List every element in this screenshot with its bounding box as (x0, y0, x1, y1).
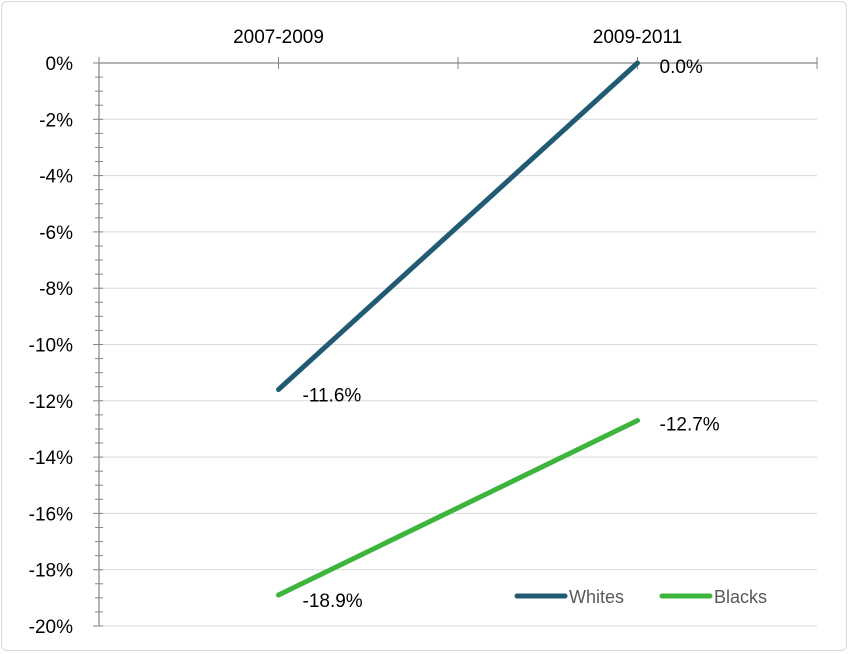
y-axis-ticks: 0% -2% -4% -6% -8% -10% -12% -14% -16% -18% -20% (29, 54, 103, 638)
data-label: -18.9% (303, 591, 363, 612)
series-lines (276, 60, 640, 598)
y-tick-label: -6% (39, 223, 73, 244)
y-tick-label: -20% (29, 617, 73, 638)
y-tick-label: -14% (29, 448, 73, 469)
data-label: -11.6% (303, 386, 362, 407)
y-tick-label: -16% (29, 504, 73, 525)
y-tick-label: -2% (39, 110, 73, 131)
y-tick-label: -8% (39, 279, 73, 300)
data-label: 0.0% (660, 57, 703, 78)
y-tick-label: 0% (46, 54, 74, 75)
series-line-blacks (276, 418, 640, 598)
y-tick-label: -12% (29, 392, 73, 413)
y-tick-label: -10% (29, 336, 73, 357)
y-tick-label: -18% (29, 561, 73, 582)
series-line-whites (276, 60, 640, 393)
gridlines (99, 118, 817, 627)
y-tick-label: -4% (39, 167, 73, 188)
x-axis-ticks: 2007-2009 2009-2011 (98, 27, 818, 69)
x-tick-label: 2007-2009 (233, 27, 324, 48)
data-labels: -11.6% 0.0% -18.9% -12.7% (303, 57, 720, 612)
legend-label: Blacks (714, 587, 767, 607)
legend-label: Whites (569, 587, 624, 607)
x-tick-label: 2009-2011 (593, 27, 682, 48)
legend: Whites Blacks (514, 587, 767, 607)
data-label: -12.7% (660, 415, 720, 436)
